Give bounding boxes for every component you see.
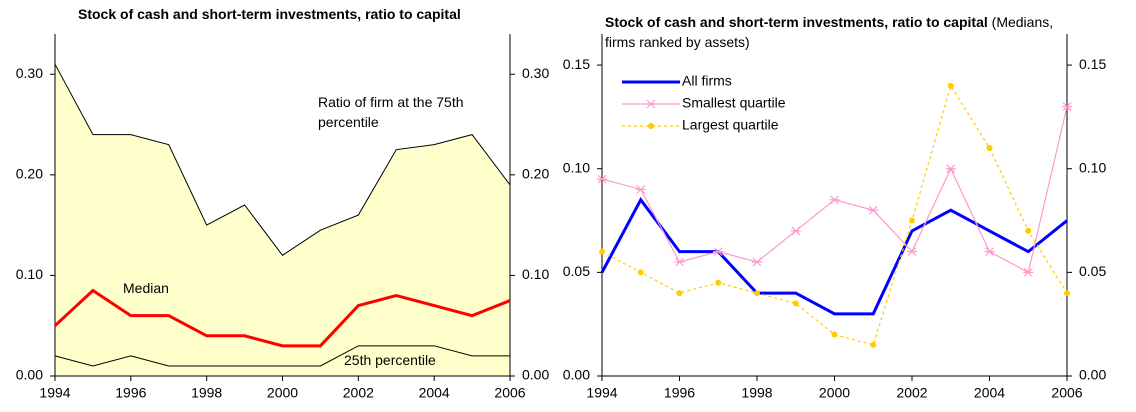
y-tick-label: 0.00 bbox=[522, 367, 549, 383]
marker bbox=[986, 145, 993, 151]
marker bbox=[635, 185, 646, 194]
chart-subtitle: (Medians, firms ranked by assets) bbox=[605, 14, 1054, 50]
y-tick-label: 0.30 bbox=[522, 65, 549, 81]
y-tick-label: 0.00 bbox=[1079, 367, 1106, 383]
marker bbox=[945, 164, 956, 174]
y-tick-label: 0.10 bbox=[16, 266, 43, 282]
legend-marker bbox=[646, 99, 656, 109]
y-tick-label: 0.10 bbox=[563, 159, 590, 175]
marker bbox=[868, 205, 879, 215]
marker bbox=[597, 174, 607, 184]
marker bbox=[792, 300, 799, 307]
line bbox=[600, 197, 1068, 316]
marker bbox=[599, 248, 605, 255]
marker bbox=[676, 290, 683, 297]
marker bbox=[1064, 290, 1070, 297]
x-tick-label: 1996 bbox=[115, 385, 146, 401]
marker bbox=[754, 290, 760, 297]
marker bbox=[831, 331, 838, 338]
marker bbox=[715, 279, 722, 286]
marker bbox=[752, 257, 762, 267]
y-tick-label: 0.05 bbox=[1079, 263, 1106, 279]
marker bbox=[984, 247, 995, 257]
marker bbox=[870, 341, 877, 348]
line bbox=[601, 84, 1068, 346]
y-tick-label: 0.20 bbox=[522, 166, 549, 182]
x-tick-label: 2000 bbox=[819, 385, 850, 401]
marker bbox=[1025, 227, 1032, 234]
marker bbox=[674, 257, 685, 267]
line bbox=[54, 345, 510, 367]
legend-label: Largest quartile bbox=[682, 117, 779, 133]
x-tick-label: 1998 bbox=[191, 385, 222, 401]
x-tick-label: 2004 bbox=[419, 385, 450, 401]
chart-title: Stock of cash and short-term investments… bbox=[78, 6, 461, 22]
legend-label: Smallest quartile bbox=[682, 95, 786, 111]
y-tick-label: 0.05 bbox=[563, 263, 590, 279]
marker bbox=[909, 217, 915, 224]
chart-title: Stock of cash and short-term investments… bbox=[605, 14, 1054, 50]
line bbox=[54, 63, 511, 256]
marker bbox=[790, 226, 801, 236]
x-tick-label: 2002 bbox=[343, 385, 374, 401]
marker bbox=[947, 82, 954, 89]
x-tick-label: 2004 bbox=[974, 385, 1005, 401]
marker bbox=[1023, 267, 1034, 277]
area bbox=[55, 64, 510, 377]
x-tick-label: 2006 bbox=[1051, 385, 1082, 401]
line bbox=[53, 288, 511, 348]
x-tick-label: 2002 bbox=[896, 385, 927, 401]
line bbox=[601, 106, 1068, 274]
y-tick-label: 0.10 bbox=[1079, 159, 1106, 175]
x-tick-label: 2000 bbox=[267, 385, 298, 401]
annotation: 25th percentile bbox=[344, 352, 436, 368]
marker bbox=[713, 247, 724, 257]
x-tick-label: 1994 bbox=[586, 385, 617, 401]
x-tick-label: 2006 bbox=[494, 385, 525, 401]
x-tick-label: 1998 bbox=[741, 385, 772, 401]
legend-marker bbox=[648, 123, 654, 129]
x-tick-label: 1994 bbox=[39, 385, 70, 401]
legend-label: All firms bbox=[682, 73, 732, 89]
marker bbox=[829, 195, 840, 205]
y-tick-label: 0.00 bbox=[16, 367, 43, 383]
y-tick-label: 0.30 bbox=[16, 65, 43, 81]
annotation: Ratio of firm at the 75th percentile bbox=[318, 94, 464, 130]
y-tick-label: 0.10 bbox=[522, 266, 549, 282]
y-tick-label: 0.15 bbox=[563, 56, 590, 72]
x-tick-label: 1996 bbox=[664, 385, 695, 401]
y-tick-label: 0.15 bbox=[1079, 56, 1106, 72]
y-tick-label: 0.00 bbox=[563, 367, 590, 383]
y-tick-label: 0.20 bbox=[16, 166, 43, 182]
marker bbox=[1062, 102, 1072, 111]
annotation: Median bbox=[123, 280, 169, 296]
marker bbox=[907, 247, 917, 257]
marker bbox=[637, 269, 644, 276]
